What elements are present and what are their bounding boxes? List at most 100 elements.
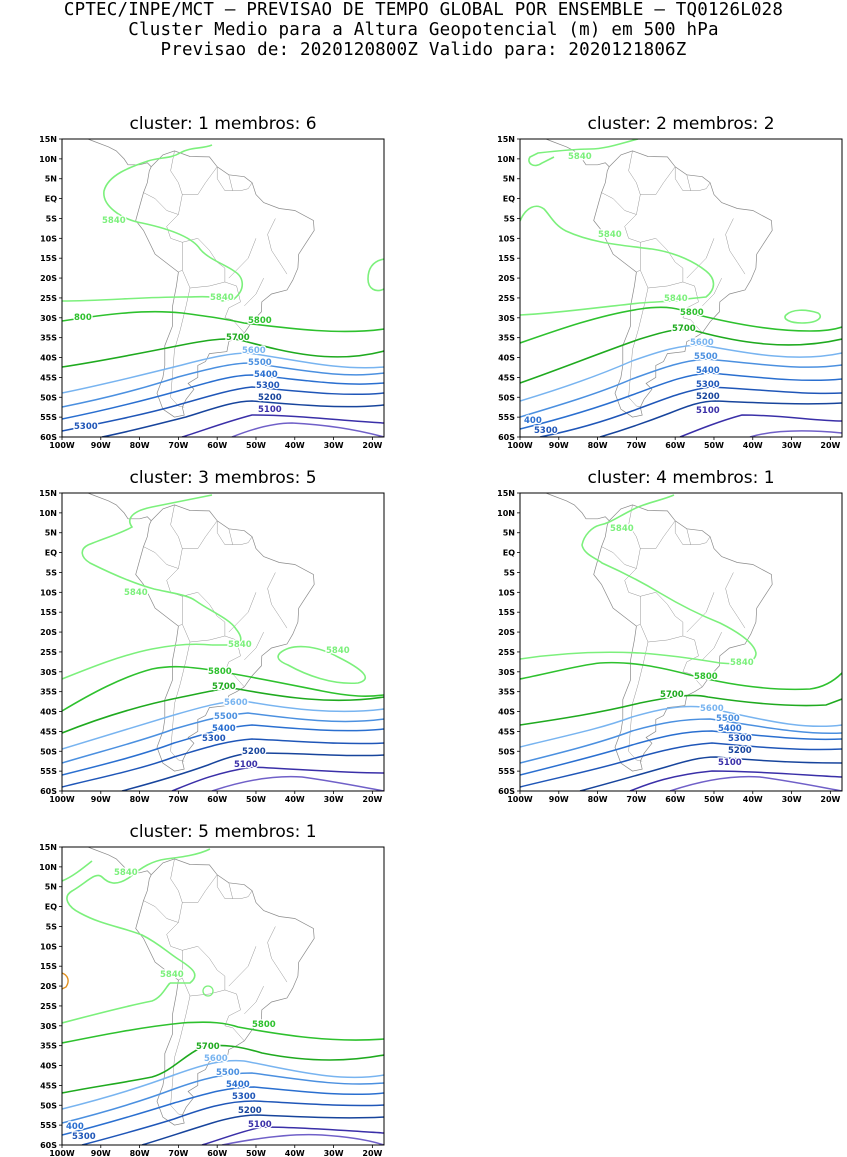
lat-label: 10N bbox=[39, 863, 57, 872]
lon-label: 50W bbox=[704, 795, 724, 804]
country-border bbox=[640, 624, 683, 643]
lon-label: 80W bbox=[130, 441, 150, 450]
contour-5840 bbox=[367, 258, 384, 292]
contour-label-5200: 5200 bbox=[242, 747, 266, 757]
contour-5500 bbox=[62, 712, 384, 764]
lon-label: 90W bbox=[91, 441, 111, 450]
country-border bbox=[624, 548, 656, 597]
central-america-coastline bbox=[86, 493, 152, 522]
contour-5300 bbox=[62, 738, 384, 788]
contour-label-5100: 5100 bbox=[248, 1120, 272, 1130]
contour-label-5300: 5300 bbox=[256, 381, 280, 391]
contour-5000 bbox=[669, 775, 842, 791]
country-border bbox=[170, 858, 218, 903]
lat-label: 25S bbox=[40, 648, 57, 657]
central-america-coastline bbox=[544, 139, 610, 168]
country-border bbox=[655, 592, 703, 688]
lat-label: 5S bbox=[46, 568, 58, 577]
contour-label-5300: 5300 bbox=[72, 1132, 96, 1142]
contour-label-5300: 5300 bbox=[696, 380, 720, 390]
contour-5000 bbox=[749, 430, 842, 437]
lat-label: 25S bbox=[40, 294, 57, 303]
country-border bbox=[143, 192, 179, 215]
contour-5600 bbox=[62, 352, 384, 394]
lat-label: EQ bbox=[45, 195, 57, 204]
contour-label-5700: 5700 bbox=[660, 690, 684, 700]
lon-label: 20W bbox=[362, 1149, 382, 1157]
lat-label: 45S bbox=[498, 373, 515, 382]
lat-label: 5N bbox=[45, 529, 57, 538]
lat-label: 15S bbox=[498, 254, 515, 263]
contour-5600 bbox=[62, 700, 384, 750]
lat-label: 60S bbox=[498, 787, 515, 796]
lat-label: 5S bbox=[46, 922, 58, 931]
country-border bbox=[197, 238, 245, 334]
contour-5100 bbox=[171, 766, 384, 791]
contour-label-5200: 5200 bbox=[258, 393, 282, 403]
contour-label-5800: 5800 bbox=[252, 1020, 276, 1030]
header-line-1: CPTEC/INPE/MCT – PREVISAO DE TEMPO GLOBA… bbox=[63, 0, 784, 20]
lat-label: 55S bbox=[40, 767, 57, 776]
country-border bbox=[182, 978, 225, 997]
contour-label-5840: 5840 bbox=[598, 230, 622, 240]
lon-label: 80W bbox=[130, 795, 150, 804]
contour-label-5800: 5800 bbox=[694, 672, 718, 682]
lat-label: 50S bbox=[498, 747, 515, 756]
contour-label-5400: 400 bbox=[524, 416, 542, 426]
contour-label-5200: 5200 bbox=[238, 1106, 262, 1116]
lat-label: 45S bbox=[40, 373, 57, 382]
lat-label: 15S bbox=[498, 608, 515, 617]
country-border bbox=[725, 218, 746, 275]
country-border bbox=[228, 238, 257, 279]
lat-label: EQ bbox=[45, 549, 57, 558]
contour-label-5500: 5500 bbox=[216, 1068, 240, 1078]
country-border bbox=[216, 166, 233, 191]
panel-4-title: cluster: 4 membros: 1 bbox=[587, 468, 775, 488]
contour-label-5200: 5200 bbox=[696, 392, 720, 402]
contour-5400 bbox=[62, 724, 384, 776]
country-border bbox=[228, 528, 253, 545]
contour-5400 bbox=[520, 372, 842, 430]
panel-2-title: cluster: 2 membros: 2 bbox=[587, 114, 775, 134]
lat-label: 35S bbox=[498, 688, 515, 697]
contour-5800 bbox=[62, 310, 384, 333]
country-border bbox=[686, 528, 711, 545]
contour-5840 bbox=[520, 298, 687, 316]
country-border bbox=[702, 278, 722, 307]
contour-5200 bbox=[599, 400, 842, 437]
lon-label: 70W bbox=[168, 441, 188, 450]
lat-label: 10S bbox=[40, 942, 57, 951]
country-border bbox=[170, 995, 191, 1116]
country-border bbox=[628, 504, 676, 549]
lat-label: 55S bbox=[40, 1121, 57, 1130]
country-border bbox=[143, 900, 179, 923]
lat-label: 40S bbox=[498, 708, 515, 717]
contour-small-circle bbox=[202, 985, 214, 997]
lat-label: 15N bbox=[497, 135, 515, 144]
lon-label: 50W bbox=[246, 795, 266, 804]
contour-5600 bbox=[520, 344, 842, 402]
contour-5840 bbox=[784, 309, 822, 324]
panel-5-title: cluster: 5 membros: 1 bbox=[129, 822, 317, 842]
contour-label-5200: 5200 bbox=[728, 746, 752, 756]
contour-5500 bbox=[62, 362, 384, 408]
lon-label: 90W bbox=[91, 795, 111, 804]
contour-label-5840: 5840 bbox=[124, 588, 148, 598]
lat-label: 10S bbox=[40, 234, 57, 243]
country-border bbox=[674, 520, 691, 545]
contour-label-5840: 5840 bbox=[326, 646, 350, 656]
lat-label: 10S bbox=[498, 588, 515, 597]
country-border bbox=[267, 926, 288, 983]
contour-label-5500: 5500 bbox=[694, 352, 718, 362]
lat-label: 35S bbox=[40, 688, 57, 697]
lon-label: 100W bbox=[49, 795, 75, 804]
contour-label-5400: 5400 bbox=[254, 370, 278, 380]
lat-label: 50S bbox=[40, 747, 57, 756]
contour-label-5100: 5100 bbox=[258, 405, 282, 415]
contour-label-5400: 5400 bbox=[226, 1080, 250, 1090]
lon-label: 60W bbox=[207, 795, 227, 804]
contour-5800 bbox=[520, 306, 842, 344]
country-border bbox=[182, 624, 225, 643]
lon-label: 100W bbox=[49, 441, 75, 450]
